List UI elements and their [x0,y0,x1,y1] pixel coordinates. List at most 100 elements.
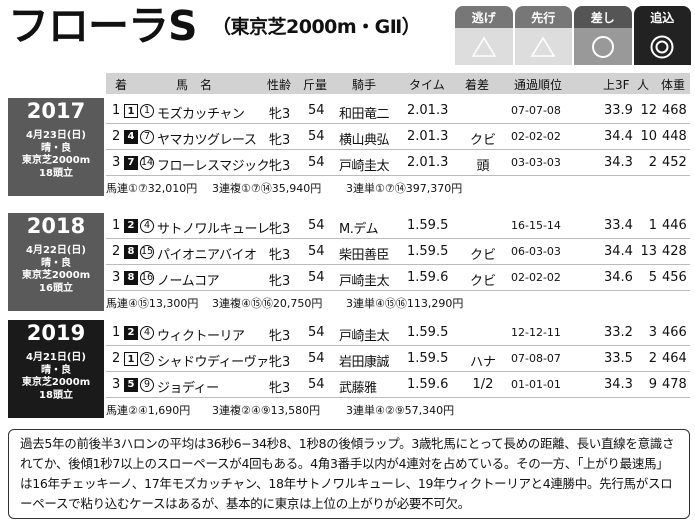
race-info-line: 東京芝2000m [21,270,91,281]
finish-time: 2.01.3 [407,103,449,118]
header-body-weight: 体重 [661,78,686,92]
jockey: 戸崎圭太 [339,159,390,174]
race-info-line: 18頭立 [39,167,73,179]
passing-order: 16-15-14 [511,219,561,232]
body-weight: 468 [662,103,687,118]
header-passing: 通過順位 [514,78,563,92]
table-row: 2 8 15 パイオニアバイオ 牝3 54 柴田善臣 1.59.5 クビ 06-03-03 34.4… [106,239,690,265]
sex-age: 牝3 [269,222,291,237]
horse-number: 9 [140,378,154,392]
race-info-line: 晴・良 [41,142,71,154]
horse-name: ジョディー [157,381,219,396]
gate-number: 8 [124,271,138,285]
race-info-line: 東京芝2000m [21,377,91,388]
year-text: 2017 [8,98,104,125]
race-info: 4月21日(日) 晴・良 東京芝2000m 18頭立 [8,347,104,402]
race-info-line: 晴・良 [41,257,71,269]
finish-time: 2.01.3 [407,129,449,144]
body-weight: 456 [662,270,687,285]
gate-number: 2 [124,326,138,340]
last-3f: 34.4 [604,244,633,259]
style-oikomi: 追込 [633,6,691,65]
popularity: 9 [648,377,657,392]
finish-time: 1.59.5 [407,351,449,366]
passing-order: 12-12-11 [511,326,561,339]
triangle-icon [514,28,572,65]
payout-trifecta: 3連単④②⑨57,340円 [346,404,455,417]
table-row: 1 1 1 モズカッチャン 牝3 54 和田竜二 2.01.3 07-07-08 33.9 12 46… [106,98,690,124]
sex-age: 牝3 [269,274,291,289]
last-3f: 34.6 [604,270,633,285]
table-header: 着 馬 名 性齢 斤量 騎手 タイム 着差 通過順位 上3F 人 体重 [106,73,690,94]
horse-number: 16 [140,271,154,285]
passing-order: 01-01-01 [511,378,561,391]
horse-name: パイオニアバイオ [157,248,257,263]
finish-time: 1.59.5 [407,325,449,340]
finish-position: 2 [112,129,121,144]
race-subtitle: （東京芝2000m・GⅡ） [212,16,421,38]
table-row: 1 2 4 サトノワルキューレ 牝3 54 M.デム 1.59.5 16-15-14 33.4 1 4… [106,213,690,239]
payout-trio: 3連複④⑮⑯20,750円 [212,297,323,310]
gate-number: 1 [124,352,138,366]
finish-time: 1.59.5 [407,244,449,259]
header-rank: 着 [115,78,128,92]
carried-weight: 54 [308,244,325,259]
table-row: 2 1 2 シャドウディーヴァ 牝3 54 岩田康誠 1.59.5 ハナ 07-08-07 33.5… [106,346,690,372]
popularity: 2 [648,351,657,366]
table-row: 3 8 16 ノームコア 牝3 54 戸崎圭太 1.59.6 クビ 02-02-02 34.6 5 45… [106,265,690,291]
horse-number: 2 [140,352,154,366]
finish-position: 2 [112,351,121,366]
payout-trifecta: 3連単④⑮⑯113,290円 [346,297,464,310]
jockey: 柴田善臣 [339,248,390,263]
triangle-icon [455,28,513,65]
passing-order: 07-07-08 [511,104,561,117]
horse-name: フローレスマジック [157,159,270,174]
year-text: 2018 [8,213,104,240]
finish-position: 3 [112,377,121,392]
finish-time: 2.01.3 [407,155,449,170]
last-3f: 34.3 [604,377,633,392]
margin: クビ [469,248,496,263]
payout-line: 馬連②④1,690円 3連複②④⑨13,580円 3連単④②⑨57,340円 [106,399,690,417]
header-jockey: 騎手 [352,78,377,92]
horse-number: 14 [140,156,154,170]
payout-line: 馬連①⑦32,010円 3連複①⑦⑭35,940円 3連単①⑦⑭397,370円 [106,177,690,195]
gate-number: 1 [124,104,138,118]
payout-trifecta: 3連単①⑦⑭397,370円 [346,182,463,195]
body-weight: 428 [662,244,687,259]
finish-position: 1 [112,103,121,118]
horse-number: 4 [140,326,154,340]
popularity: 3 [648,325,657,340]
sex-age: 牝3 [269,329,291,344]
horse-name: サトノワルキューレ [157,222,270,237]
gate-number: 8 [124,245,138,259]
year-label: 2019 4月21日(日) 晴・良 東京芝2000m 18頭立 [8,320,104,418]
margin: 1/2 [472,377,494,392]
passing-order: 02-02-02 [511,130,561,143]
sex-age: 牝3 [269,159,291,174]
horse-number: 1 [140,104,154,118]
payout-trio: 3連複①⑦⑭35,940円 [212,182,322,195]
finish-position: 3 [112,155,121,170]
header-last3f: 上3F [603,78,630,92]
horse-name: シャドウディーヴァ [157,355,269,370]
carried-weight: 54 [308,325,325,340]
finish-position: 1 [112,218,121,233]
horse-name: モズカッチャン [157,107,245,122]
carried-weight: 54 [308,270,325,285]
header-name: 馬 名 [176,78,213,92]
style-label: 差し [574,6,632,28]
payout-quinella: 馬連②④1,690円 [106,404,191,417]
last-3f: 33.5 [604,351,633,366]
last-3f: 33.9 [604,103,633,118]
sex-age: 牝3 [269,381,291,396]
jockey: 岩田康誠 [339,355,390,370]
gate-number: 5 [124,378,138,392]
carried-weight: 54 [308,129,325,144]
last-3f: 34.4 [604,129,633,144]
passing-order: 03-03-03 [511,156,561,169]
year-label: 2018 4月22日(日) 晴・良 東京芝2000m 16頭立 [8,213,104,311]
table-row: 3 5 9 ジョディー 牝3 54 武藤雅 1.59.6 1/2 01-01-01 34.3 9 478 [106,372,690,398]
header-sex-age: 性齢 [267,78,292,92]
body-weight: 452 [662,155,687,170]
